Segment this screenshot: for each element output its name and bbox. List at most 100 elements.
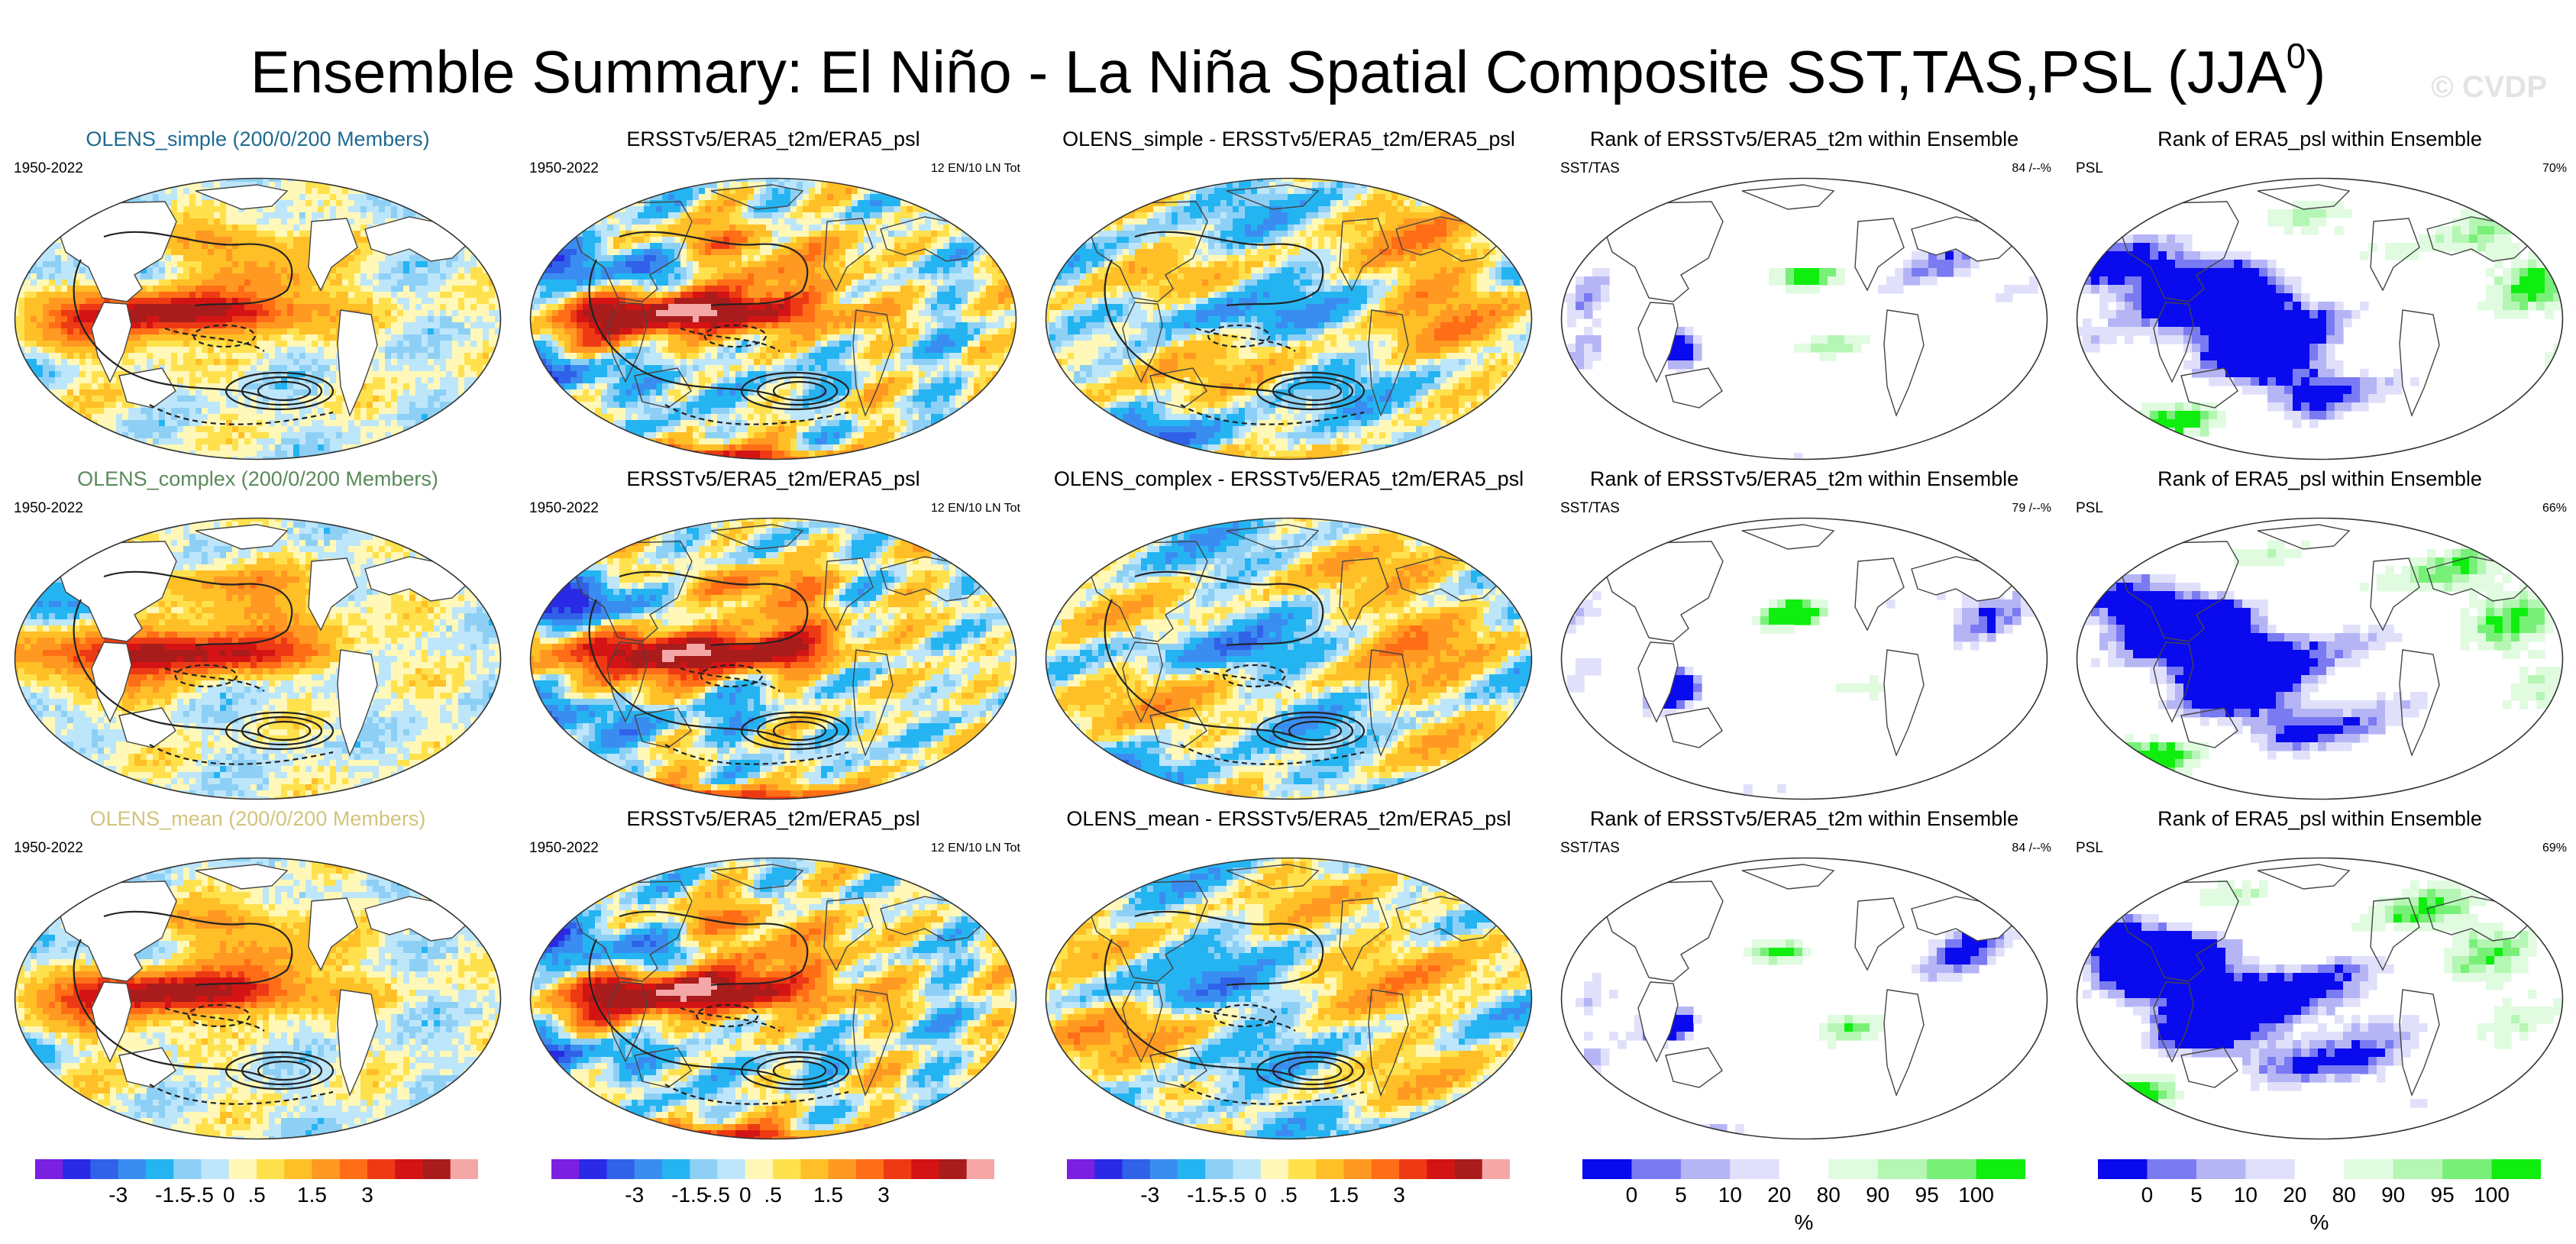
- colorbar-swatch: [1343, 1159, 1372, 1179]
- panel-right-label: 66%: [2542, 502, 2567, 515]
- colorbar-swatch: [1427, 1159, 1455, 1179]
- colorbar-swatch: [312, 1159, 341, 1179]
- colorbar-swatch: [2393, 1159, 2443, 1179]
- panel-right-label: 12 EN/10 LN Tot: [931, 162, 1020, 176]
- panel-r2-diff: OLENS_complex - ERSSTv5/ERA5_t2m/ERA5_ps…: [1031, 467, 1547, 806]
- colorbar-tick-label: 3: [878, 1183, 890, 1207]
- rank-colorbar-1: 0 5 10 20 80 90 95 100%: [1582, 1159, 2025, 1236]
- colorbar-tick-label: -3: [625, 1183, 644, 1207]
- colorbar-swatch: [422, 1159, 451, 1179]
- colorbar-tick-label: 1.5: [297, 1183, 327, 1207]
- panel-left-label: 1950-2022: [529, 840, 599, 857]
- colorbar-swatch: [1260, 1159, 1289, 1179]
- colorbar-swatch: [1828, 1159, 1879, 1179]
- colorbar-tick-label: 5: [1675, 1183, 1687, 1207]
- panel-right-label: 12 EN/10 LN Tot: [931, 842, 1020, 855]
- colorbar-tick-label: 3: [361, 1183, 373, 1207]
- colorbar-tick-label: -1.5: [671, 1183, 708, 1207]
- colorbar-tick-label: 90: [2381, 1183, 2405, 1207]
- colorbar-swatch: [855, 1159, 884, 1179]
- colorbar-tick-label: -3: [108, 1183, 128, 1207]
- colorbar-swatch: [228, 1159, 257, 1179]
- panel-title: ERSSTv5/ERA5_t2m/ERA5_psl: [516, 467, 1031, 491]
- colorbar-swatch: [1399, 1159, 1427, 1179]
- colorbar-swatch: [1094, 1159, 1123, 1179]
- colorbar-swatch: [1371, 1159, 1400, 1179]
- colorbar-tick-label: 100: [2474, 1183, 2510, 1207]
- map-r1-rank-psl: [2076, 177, 2564, 460]
- panel-title: Rank of ERSSTv5/ERA5_t2m within Ensemble: [1547, 467, 2062, 491]
- colorbar-swatch: [1680, 1159, 1731, 1179]
- colorbar-swatch: [1149, 1159, 1178, 1179]
- colorbar-tick-label: 95: [2431, 1183, 2455, 1207]
- panel-title: OLENS_mean - ERSSTv5/ERA5_t2m/ERA5_psl: [1031, 806, 1547, 831]
- map-r3-obs: [529, 857, 1017, 1140]
- colorbar-tick-label: 95: [1915, 1183, 1939, 1207]
- map-r1-rank-sst: [1560, 177, 2048, 460]
- colorbar-swatch: [2491, 1159, 2541, 1179]
- colorbar-swatch: [201, 1159, 230, 1179]
- colorbar-swatch: [339, 1159, 368, 1179]
- colorbar-tick-label: 1.5: [813, 1183, 843, 1207]
- colorbar-swatch: [2245, 1159, 2296, 1179]
- anom-colorbar-svg: -3 -1.5-.5 0 .5 1.5 3: [551, 1159, 994, 1207]
- panel-left-label: 1950-2022: [14, 500, 83, 517]
- colorbar-tick-label: -.5: [705, 1183, 730, 1207]
- panel-r1-model: OLENS_simple (200/0/200 Members) 1950-202…: [0, 127, 516, 467]
- map-r2-rank-sst: [1560, 517, 2048, 800]
- colorbar-swatch: [367, 1159, 396, 1179]
- colorbar-swatch: [257, 1159, 285, 1179]
- map-r2-model: [14, 517, 502, 800]
- panel-title: Rank of ERA5_psl within Ensemble: [2062, 127, 2576, 151]
- colorbar-tick-label: -1.5: [155, 1183, 192, 1207]
- anom-colorbar-svg: -3 -1.5-.5 0 .5 1.5 3: [1067, 1159, 1510, 1207]
- panel-r3-rank-psl: Rank of ERA5_psl within Ensemble PSL 69%: [2062, 806, 2576, 1146]
- colorbar-swatch: [35, 1159, 63, 1179]
- panel-title: ERSSTv5/ERA5_t2m/ERA5_psl: [516, 806, 1031, 831]
- colorbar-swatch: [1779, 1159, 1829, 1179]
- colorbar-swatch: [662, 1159, 690, 1179]
- colorbar-tick-label: 0: [739, 1183, 751, 1207]
- colorbar-swatch: [745, 1159, 774, 1179]
- colorbar-swatch: [911, 1159, 939, 1179]
- panel-title: OLENS_complex (200/0/200 Members): [0, 467, 516, 491]
- panel-r2-model: OLENS_complex (200/0/200 Members) 1950-20…: [0, 467, 516, 806]
- colorbar-swatch: [2098, 1159, 2148, 1179]
- colorbar-swatch: [1927, 1159, 1977, 1179]
- panel-title: OLENS_simple (200/0/200 Members): [0, 127, 516, 151]
- colorbar-unit-label: %: [1795, 1210, 1814, 1234]
- colorbar-tick-label: 0: [1626, 1183, 1638, 1207]
- panel-left-label: SST/TAS: [1560, 840, 1620, 857]
- panel-right-label: 69%: [2542, 842, 2567, 855]
- colorbar-swatch: [1122, 1159, 1151, 1179]
- colorbar-swatch: [1976, 1159, 2025, 1179]
- colorbar-swatch: [1288, 1159, 1317, 1179]
- map-r2-obs: [529, 517, 1017, 800]
- map-r1-model: [14, 177, 502, 460]
- panel-r2-rank-sst: Rank of ERSSTv5/ERA5_t2m within Ensemble…: [1547, 467, 2062, 806]
- colorbar-tick-label: 80: [2332, 1183, 2356, 1207]
- map-r1-diff: [1045, 177, 1533, 460]
- anom-colorbar-svg: -3 -1.5-.5 0 .5 1.5 3: [35, 1159, 478, 1207]
- colorbar-swatch: [284, 1159, 312, 1179]
- panel-right-label: 84 /--%: [2012, 162, 2051, 176]
- panel-right-label: 84 /--%: [2012, 842, 2051, 855]
- colorbar-tick-label: 80: [1817, 1183, 1841, 1207]
- panel-title: Rank of ERA5_psl within Ensemble: [2062, 467, 2576, 491]
- colorbar-swatch: [717, 1159, 746, 1179]
- colorbar-swatch: [828, 1159, 857, 1179]
- panel-r2-obs: ERSSTv5/ERA5_t2m/ERA5_psl 1950-2022 12 EN/…: [516, 467, 1031, 806]
- panel-right-label: 70%: [2542, 162, 2567, 176]
- colorbar-swatch: [1582, 1159, 1632, 1179]
- panel-left-label: PSL: [2076, 500, 2103, 517]
- panel-r2-rank-psl: Rank of ERA5_psl within Ensemble PSL 66%: [2062, 467, 2576, 806]
- colorbar-swatch: [2294, 1159, 2345, 1179]
- map-r3-rank-psl: [2076, 857, 2564, 1140]
- colorbar-swatch: [884, 1159, 912, 1179]
- colorbar-swatch: [1454, 1159, 1483, 1179]
- anom-colorbar-1: -3 -1.5 -.5 0 .5 1.5 3: [35, 1159, 478, 1236]
- panel-title: OLENS_simple - ERSSTv5/ERA5_t2m/ERA5_psl: [1031, 127, 1547, 151]
- colorbar-tick-label: 3: [1393, 1183, 1405, 1207]
- panel-left-label: 1950-2022: [529, 500, 599, 517]
- panel-r1-rank-psl: Rank of ERA5_psl within Ensemble PSL 70%: [2062, 127, 2576, 467]
